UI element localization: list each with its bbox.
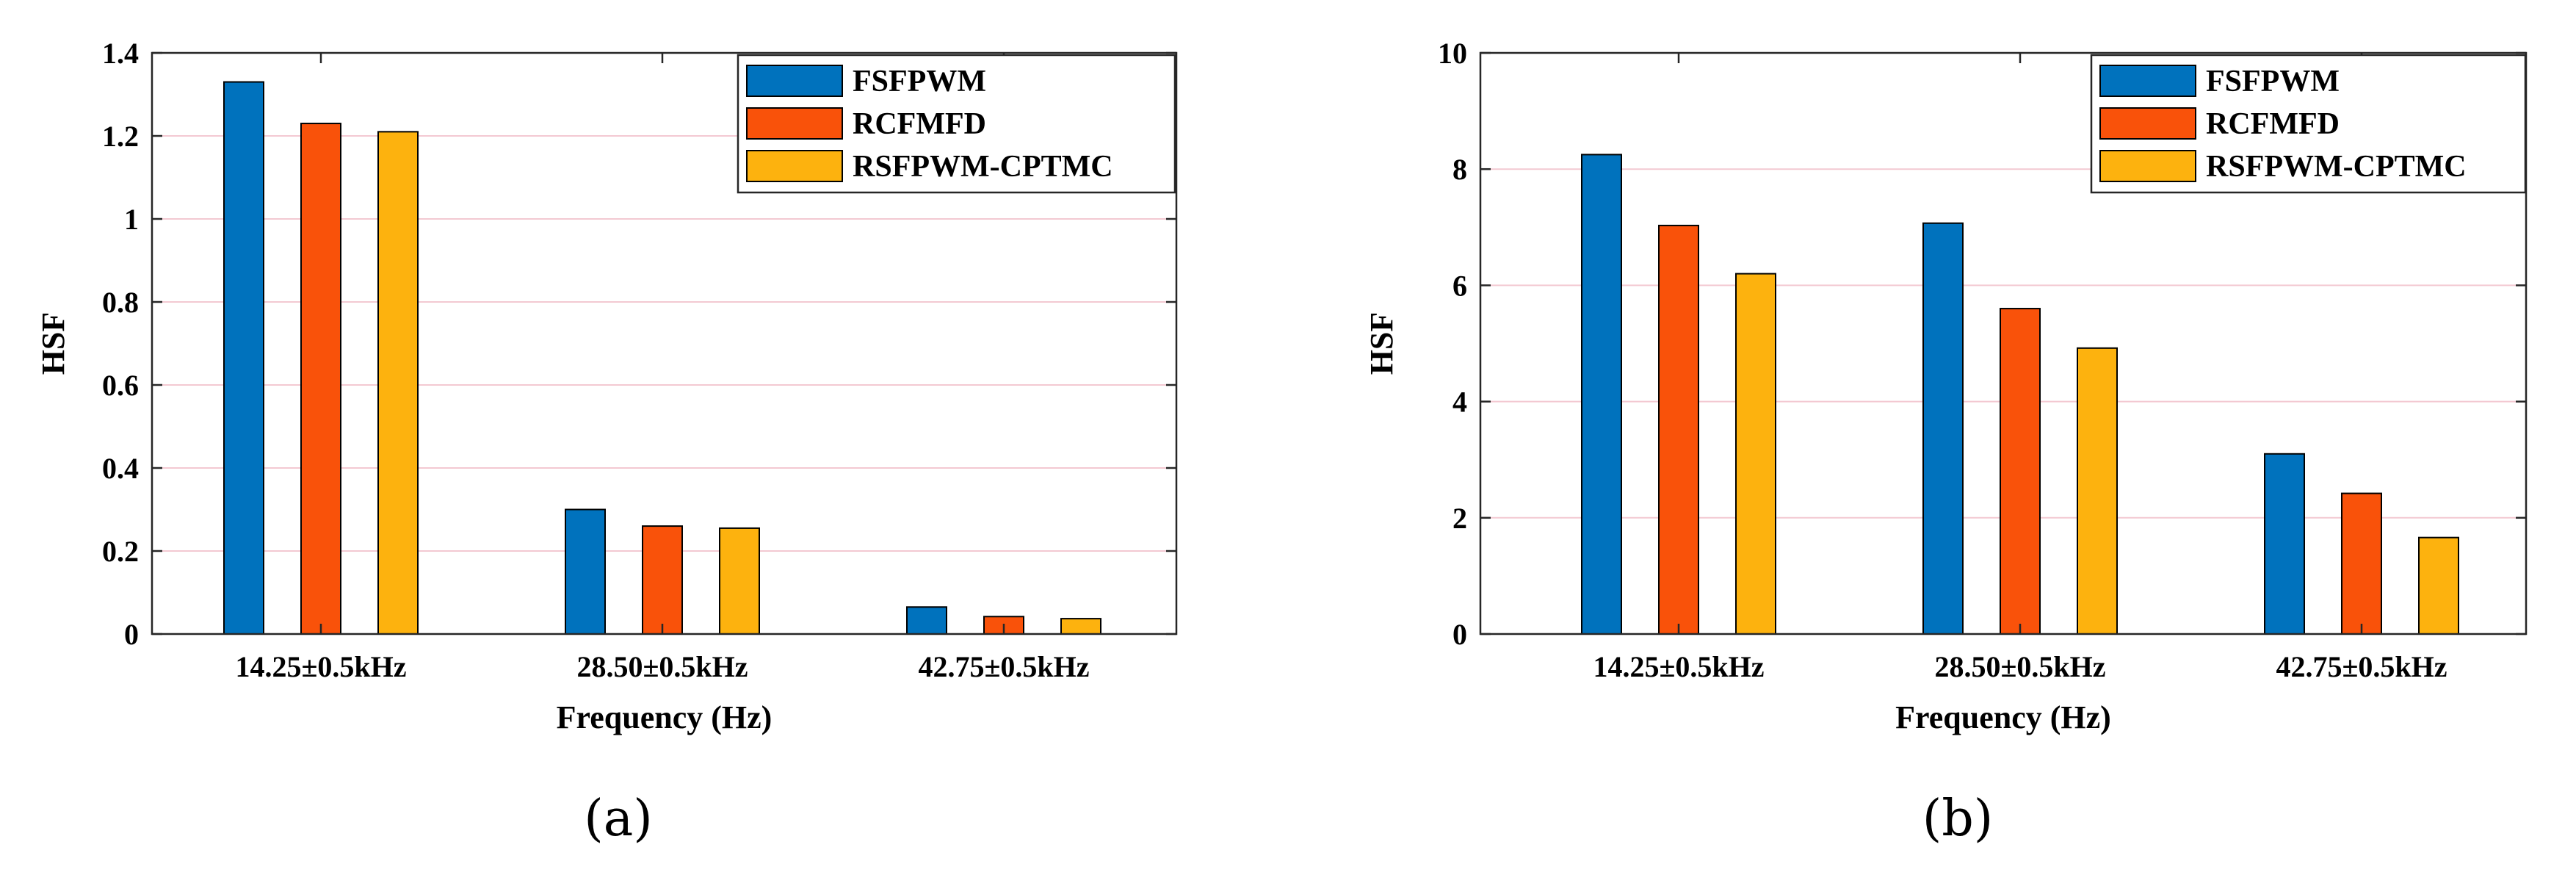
chart-b-bar-rsfpwm-cptmc-1 — [1735, 273, 1776, 635]
chart-a-ytick-label: 0.4 — [102, 452, 139, 485]
chart-b-category-label: 28.50±0.5kHz — [1934, 650, 2105, 683]
chart-a-bar-fsfpwm-3 — [906, 606, 947, 635]
chart-panel-b: 0 2 4 6 8 10 14.25±0.5kHz 28.50±0.5kHz 42.75±0.5… — [1288, 0, 2576, 886]
chart-a-legend-label-fsfpwm: FSFPWM — [853, 65, 986, 98]
chart-a-legend: FSFPWM RCFMFD RSFPWM-CPTMC — [737, 54, 1176, 194]
chart-a-bar-rcfmfd-1 — [300, 123, 341, 635]
chart-a-bar-rcfmfd-2 — [642, 525, 683, 635]
chart-a-bar-fsfpwm-2 — [565, 508, 606, 635]
chart-b-ytick-label: 8 — [1452, 153, 1467, 186]
chart-b-legend-label-rsfpwm-cptmc: RSFPWM-CPTMC — [2206, 150, 2467, 184]
chart-a-ytick-label: 1 — [124, 203, 139, 236]
chart-a-ytick-label: 1.4 — [102, 37, 139, 70]
chart-a-ytick-label: 0.8 — [102, 286, 139, 319]
chart-a-bar-rsfpwm-cptmc-2 — [719, 527, 760, 635]
chart-a-svg: 0 0.2 0.4 0.6 0.8 1 1.2 1.4 14.25±0.5kHz 28.50±0.… — [35, 37, 1178, 735]
chart-b-ytick-label: 2 — [1452, 502, 1467, 535]
chart-a-bar-rsfpwm-cptmc-1 — [377, 131, 419, 635]
chart-b-legend-swatch-rcfmfd — [2099, 107, 2196, 140]
panel-label-b: (b) — [1922, 790, 1994, 848]
chart-a-axes-box — [151, 51, 1178, 635]
chart-a-x-axis-label: Frequency (Hz) — [557, 699, 773, 735]
chart-b-bar-rcfmfd-1 — [1658, 224, 1699, 635]
chart-b-bar-fsfpwm-3 — [2264, 453, 2305, 635]
chart-b-legend-swatch-rsfpwm-cptmc — [2099, 150, 2196, 182]
chart-b-ytick-label: 6 — [1452, 269, 1467, 302]
chart-b-ytick-label: 4 — [1452, 386, 1467, 419]
chart-b-svg: 0 2 4 6 8 10 14.25±0.5kHz 28.50±0.5kHz 42.75±0.5… — [1364, 37, 2528, 735]
chart-b-category-label: 42.75±0.5kHz — [2276, 650, 2447, 683]
chart-b-ytick-label: 10 — [1438, 37, 1467, 70]
chart-b-bar-rsfpwm-cptmc-2 — [2077, 347, 2118, 635]
chart-a-legend-label-rcfmfd: RCFMFD — [853, 107, 986, 141]
chart-b-bar-fsfpwm-1 — [1581, 154, 1622, 635]
chart-b-bar-rcfmfd-2 — [2000, 308, 2041, 635]
chart-b-y-axis-label: HSF — [1364, 312, 1400, 375]
chart-a-y-axis-label: HSF — [35, 312, 71, 375]
chart-b-x-axis-label: Frequency (Hz) — [1895, 699, 2111, 735]
chart-a-category-label: 28.50±0.5kHz — [576, 650, 748, 683]
chart-b-axes-box — [1479, 51, 2528, 635]
chart-b-bar-rsfpwm-cptmc-3 — [2418, 536, 2459, 635]
chart-a-legend-swatch-rsfpwm-cptmc — [746, 150, 843, 182]
chart-b-ytick-label: 0 — [1452, 618, 1467, 651]
chart-a-ytick-label: 0.6 — [102, 369, 139, 402]
chart-b-legend-swatch-fsfpwm — [2099, 65, 2196, 97]
chart-a-bar-rsfpwm-cptmc-3 — [1060, 618, 1101, 635]
chart-b-legend-label-fsfpwm: FSFPWM — [2206, 65, 2340, 98]
chart-a-ytick-label: 0 — [124, 618, 139, 651]
chart-a-category-label: 42.75±0.5kHz — [918, 650, 1089, 683]
chart-a-category-label: 14.25±0.5kHz — [235, 650, 406, 683]
chart-a-bar-fsfpwm-1 — [223, 81, 264, 635]
chart-a-legend-swatch-rcfmfd — [746, 107, 843, 140]
chart-b-legend: FSFPWM RCFMFD RSFPWM-CPTMC — [2090, 54, 2527, 194]
chart-a-legend-label-rsfpwm-cptmc: RSFPWM-CPTMC — [853, 150, 1113, 184]
chart-a-legend-swatch-fsfpwm — [746, 65, 843, 97]
chart-b-legend-label-rcfmfd: RCFMFD — [2206, 107, 2340, 141]
chart-a-ytick-label: 1.2 — [102, 120, 139, 153]
chart-panel-a: 0 0.2 0.4 0.6 0.8 1 1.2 1.4 14.25±0.5kHz 28.50±0.… — [35, 37, 1178, 848]
chart-a-ytick-label: 0.2 — [102, 535, 139, 568]
panel-label-a: (a) — [584, 790, 653, 848]
chart-b-bar-rcfmfd-3 — [2341, 492, 2382, 635]
chart-b-category-label: 14.25±0.5kHz — [1593, 650, 1764, 683]
chart-b-bar-fsfpwm-2 — [1922, 222, 1964, 635]
